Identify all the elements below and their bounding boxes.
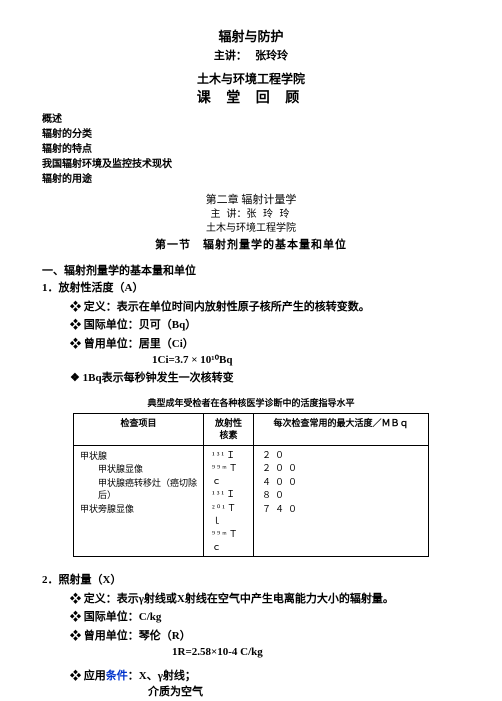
ch-lec-lbl: 主 bbox=[211, 209, 227, 220]
ch-lec-name: 张 玲 玲 bbox=[247, 209, 292, 220]
table-caption: 典型成年受检者在各种核医学诊断中的活度指导水平 bbox=[42, 397, 460, 410]
outline-2: 辐射的分类 bbox=[42, 127, 460, 142]
app-text: ：X、γ射线； bbox=[128, 670, 196, 682]
bullet-unit-old-text: 曾用单位：居里（Ci） bbox=[84, 338, 194, 350]
item-1: 甲状腺显像 bbox=[80, 463, 197, 476]
th-item: 检查项目 bbox=[74, 413, 204, 445]
formula-ci: 1Ci=3.7 × 10¹⁰Bq bbox=[42, 353, 460, 368]
nuc-0: ¹³¹Ｉ bbox=[212, 449, 247, 462]
chapter-title: 第二章 辐射计量学 bbox=[42, 193, 460, 208]
nuc-2: ¹³¹Ｉ bbox=[212, 488, 247, 501]
formula-r: 1R=2.58×10-4 C/kg bbox=[42, 645, 460, 660]
bullet2-def-text: 定义：表示γ射线或X射线在空气中产生电离能力大小的辐射量。 bbox=[84, 593, 394, 605]
lecturer-label: 主讲： bbox=[214, 50, 247, 62]
banner: 课 堂 回 顾 bbox=[42, 89, 460, 109]
app-cond: 条件 bbox=[106, 670, 128, 682]
chapter-block: 第二章 辐射计量学 主讲：张 玲 玲 土木与环境工程学院 第一节 辐射剂量学的基… bbox=[42, 193, 460, 254]
th-nuclide-text: 放射性 核素 bbox=[215, 418, 242, 441]
school: 土木与环境工程学院 bbox=[42, 71, 460, 88]
item-2: 甲状腺癌转移灶（癌切除后） bbox=[80, 477, 197, 502]
table-header-row: 检查项目 放射性 核素 每次检查常用的最大活度／ＭＢｑ bbox=[74, 413, 429, 445]
lecturer-line: 主讲： 张玲玲 bbox=[42, 49, 460, 64]
app-label: 应用 bbox=[84, 670, 106, 682]
th-nuclide: 放射性 核素 bbox=[204, 413, 254, 445]
bullet2-old-text: 曾用单位：琴伦（R） bbox=[84, 630, 191, 642]
act-4: ７４０ bbox=[262, 503, 422, 516]
nuc-4: ⁹⁹ᵐＴｃ bbox=[212, 528, 247, 553]
nuc-1: ⁹⁹ᵐＴｃ bbox=[212, 462, 247, 487]
outline-block: 概述 辐射的分类 辐射的特点 我国辐射环境及监控技术现状 辐射的用途 bbox=[42, 112, 460, 187]
outline-4: 我国辐射环境及监控技术现状 bbox=[42, 157, 460, 172]
bullet-def-text: 定义：表示在单位时间内放射性原子核所产生的核转变数。 bbox=[84, 301, 370, 313]
bullet-bq: ❖ 1Bq表示每秒钟发生一次核转变 bbox=[42, 370, 460, 387]
section-title: 第一节 辐射剂量学的基本量和单位 bbox=[42, 238, 460, 253]
bullet2-intl-text: 国际单位：C/kg bbox=[84, 611, 162, 623]
app-line2: 介质为空气 bbox=[42, 685, 460, 700]
bullet-unit-intl-text: 国际单位：贝可（Bq） bbox=[84, 319, 196, 331]
nuc-3: ²⁰¹Ｔｌ bbox=[212, 502, 247, 527]
table-body-row: 甲状腺 甲状腺显像 甲状腺癌转移灶（癌切除后） 甲状旁腺显像 ¹³¹Ｉ ⁹⁹ᵐＴ… bbox=[74, 445, 429, 557]
td-nuclides: ¹³¹Ｉ ⁹⁹ᵐＴｃ ¹³¹Ｉ ²⁰¹Ｔｌ ⁹⁹ᵐＴｃ bbox=[204, 445, 254, 557]
bullet-bq-text: 1Bq表示每秒钟发生一次核转变 bbox=[83, 372, 234, 384]
doc-title: 辐射与防护 bbox=[42, 28, 460, 46]
act-2: ４００ bbox=[262, 476, 422, 489]
chapter-school: 土木与环境工程学院 bbox=[42, 222, 460, 236]
item-3: 甲状旁腺显像 bbox=[80, 503, 197, 516]
act-1: ２００ bbox=[262, 462, 422, 475]
ch-lec-lbl2: 讲： bbox=[227, 209, 247, 220]
chapter-lecturer: 主讲：张 玲 玲 bbox=[42, 208, 460, 222]
outline-5: 辐射的用途 bbox=[42, 172, 460, 187]
td-items: 甲状腺 甲状腺显像 甲状腺癌转移灶（癌切除后） 甲状旁腺显像 bbox=[74, 445, 204, 557]
item1-title: 1．放射性活度（A） bbox=[42, 281, 460, 296]
bullet-def: ❖ 定义：表示在单位时间内放射性原子核所产生的核转变数。 bbox=[42, 299, 460, 316]
heading-one: 一、辐射剂量学的基本量和单位 bbox=[42, 264, 460, 279]
outline-1: 概述 bbox=[42, 112, 460, 127]
act-0: ２０ bbox=[262, 449, 422, 462]
item-0: 甲状腺 bbox=[80, 450, 197, 463]
lecturer-name: 张玲玲 bbox=[255, 50, 288, 62]
item2-title: 2．照射量（X） bbox=[42, 573, 460, 588]
activity-table: 检查项目 放射性 核素 每次检查常用的最大活度／ＭＢｑ 甲状腺 甲状腺显像 甲状… bbox=[73, 413, 429, 558]
bullet2-def: ❖ 定义：表示γ射线或X射线在空气中产生电离能力大小的辐射量。 bbox=[42, 591, 460, 608]
bullet2-intl: ❖ 国际单位：C/kg bbox=[42, 609, 460, 626]
bullet-unit-old: ❖ 曾用单位：居里（Ci） bbox=[42, 336, 460, 353]
app-line: ❖ 应用条件：X、γ射线； bbox=[42, 669, 460, 684]
td-activities: ２０ ２００ ４００ ８０ ７４０ bbox=[254, 445, 429, 557]
bullet2-old: ❖ 曾用单位：琴伦（R） bbox=[42, 628, 460, 645]
bullet-unit-intl: ❖ 国际单位：贝可（Bq） bbox=[42, 317, 460, 334]
outline-3: 辐射的特点 bbox=[42, 142, 460, 157]
th-activity: 每次检查常用的最大活度／ＭＢｑ bbox=[254, 413, 429, 445]
act-3: ８０ bbox=[262, 489, 422, 502]
